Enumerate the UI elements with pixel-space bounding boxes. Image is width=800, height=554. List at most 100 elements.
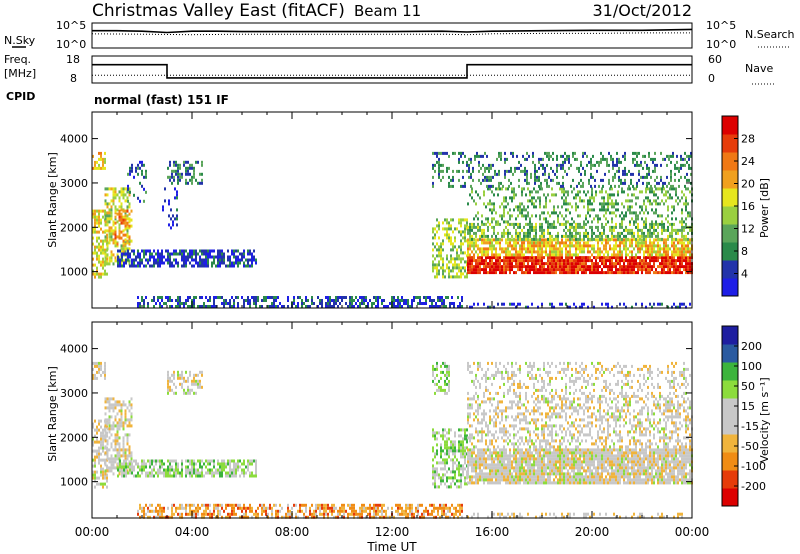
scatter-cell: [533, 205, 535, 209]
scatter-cell: [211, 512, 213, 516]
scatter-cell: [448, 269, 450, 273]
scatter-cell: [472, 169, 474, 173]
scatter-cell: [511, 244, 513, 248]
scatter-cell: [689, 241, 691, 245]
scatter-cell: [677, 228, 679, 232]
scatter-cell: [553, 222, 555, 226]
scatter-cell: [126, 454, 129, 458]
scatter-cell: [526, 178, 528, 182]
scatter-cell: [317, 506, 319, 510]
scatter-cell: [106, 434, 108, 438]
scatter-cell: [167, 471, 169, 475]
scatter-cell: [446, 227, 448, 231]
scatter-cell: [655, 187, 657, 191]
scatter-cell: [442, 227, 444, 231]
scatter-cell: [548, 154, 550, 158]
scatter-cell: [429, 305, 431, 308]
scatter-cell: [130, 403, 133, 407]
scatter-cell: [221, 468, 223, 472]
scatter-cell: [167, 379, 169, 383]
scatter-cell: [187, 512, 189, 516]
scatter-cell: [545, 238, 547, 242]
scatter-cell: [135, 258, 137, 262]
scatter-cell: [203, 264, 205, 268]
scatter-cell: [143, 175, 145, 179]
scatter-cell: [677, 268, 679, 272]
scatter-cell: [159, 512, 161, 516]
scatter-cell: [448, 221, 450, 225]
scatter-cell: [622, 169, 624, 173]
scatter-cell: [94, 361, 96, 365]
scatter-cell: [237, 302, 239, 305]
scatter-cell: [561, 250, 563, 254]
scatter-cell: [219, 468, 221, 472]
scatter-cell: [205, 258, 207, 262]
scatter-cell: [675, 228, 677, 232]
scatter-cell: [108, 256, 111, 260]
scatter-cell: [485, 250, 487, 254]
scatter-cell: [327, 305, 329, 308]
scatter-cell: [233, 471, 235, 475]
scatter-cell: [550, 166, 552, 170]
scatter-cell: [565, 271, 567, 275]
scatter-cell: [517, 253, 519, 257]
scatter-cell: [106, 211, 109, 215]
scatter-cell: [551, 193, 553, 197]
scatter-cell: [551, 250, 553, 254]
scatter-cell: [124, 433, 127, 437]
scatter-cell: [470, 172, 472, 176]
scatter-cell: [143, 515, 145, 519]
scatter-cell: [137, 305, 139, 308]
scatter-cell: [124, 454, 127, 458]
scatter-cell: [535, 205, 537, 209]
scatter-cell: [543, 238, 545, 242]
scatter-cell: [98, 476, 100, 480]
scatter-cell: [587, 237, 589, 241]
scatter-cell: [102, 446, 104, 450]
scatter-cell: [564, 169, 566, 173]
scatter-cell: [655, 259, 657, 263]
freq-right-tick-top: 60: [708, 53, 722, 66]
scatter-cell: [547, 241, 549, 245]
scatter-cell: [229, 264, 231, 268]
scatter-cell: [559, 244, 561, 248]
scatter-cell: [561, 302, 563, 306]
scatter-cell: [615, 199, 617, 203]
scatter-cell: [118, 454, 121, 458]
scatter-cell: [575, 256, 577, 260]
scatter-cell: [675, 271, 677, 275]
scatter-cell: [607, 202, 609, 206]
scatter-cell: [560, 166, 562, 170]
scatter-cell: [642, 154, 644, 158]
scatter-cell: [564, 151, 566, 155]
scatter-cell: [197, 474, 199, 478]
scatter-cell: [448, 175, 450, 179]
scatter-cell: [145, 503, 147, 507]
scatter-cell: [656, 163, 658, 167]
scatter-cell: [427, 296, 429, 299]
scatter-cell: [104, 248, 106, 252]
scatter-cell: [155, 515, 157, 519]
scatter-cell: [112, 460, 115, 464]
scatter-cell: [517, 268, 519, 272]
scatter-cell: [493, 205, 495, 209]
scatter-cell: [149, 509, 151, 513]
scatter-cell: [635, 187, 637, 191]
scatter-cell: [581, 262, 583, 266]
scatter-cell: [96, 449, 98, 453]
scatter-cell: [167, 258, 169, 262]
scatter-cell: [553, 262, 555, 266]
scatter-cell: [675, 268, 677, 272]
scatter-cell: [621, 220, 623, 224]
scatter-cell: [193, 468, 195, 472]
scatter-cell: [94, 470, 96, 474]
scatter-cell: [221, 296, 223, 299]
scatter-cell: [121, 471, 123, 475]
scatter-cell: [112, 190, 115, 194]
scatter-cell: [193, 512, 195, 516]
scatter-cell: [448, 275, 450, 279]
scatter-cell: [660, 178, 662, 182]
scatter-cell: [645, 268, 647, 272]
scatter-cell: [469, 262, 471, 266]
scatter-cell: [169, 252, 171, 256]
